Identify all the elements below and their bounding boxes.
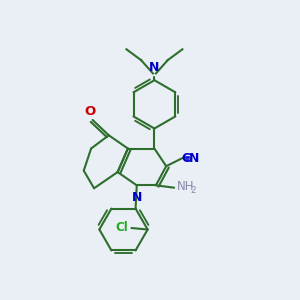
Text: N: N — [189, 152, 200, 165]
Text: O: O — [85, 105, 96, 118]
Text: C: C — [181, 152, 190, 165]
Text: N: N — [149, 61, 160, 74]
Text: Cl: Cl — [116, 220, 128, 234]
Text: N: N — [132, 190, 142, 204]
Text: NH: NH — [177, 180, 195, 193]
Text: 2: 2 — [190, 185, 196, 194]
